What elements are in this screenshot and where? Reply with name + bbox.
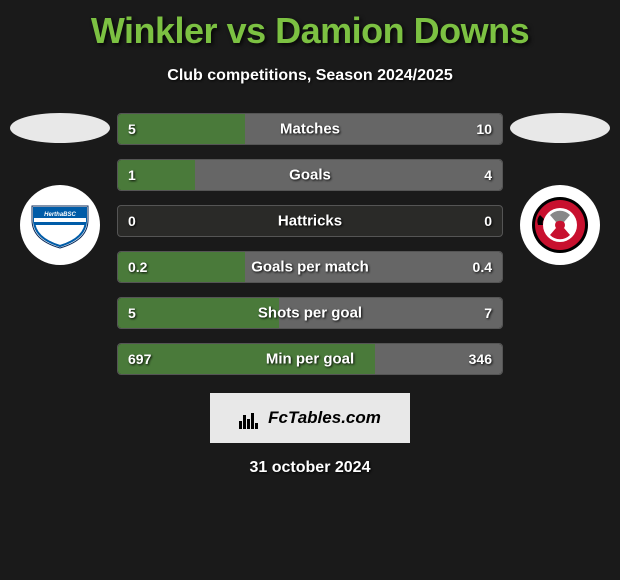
chart-icon	[239, 409, 265, 427]
stat-label: Shots per goal	[258, 305, 362, 322]
stat-row: 5 Shots per goal 7	[117, 297, 503, 329]
player-right-column	[505, 113, 615, 265]
stat-value-right: 346	[469, 351, 492, 367]
player-silhouette-left	[10, 113, 110, 143]
stat-value-right: 0	[484, 213, 492, 229]
stat-value-left: 0	[128, 213, 136, 229]
player-silhouette-right	[510, 113, 610, 143]
bar-fill-right	[195, 160, 502, 190]
stat-value-left: 697	[128, 351, 151, 367]
stat-value-left: 0.2	[128, 259, 147, 275]
subtitle: Club competitions, Season 2024/2025	[0, 67, 620, 85]
bar-fill-left	[118, 298, 279, 328]
stat-label: Hattricks	[278, 213, 342, 230]
stat-label: Goals	[289, 167, 331, 184]
stat-label: Goals per match	[251, 259, 369, 276]
stat-label: Min per goal	[266, 351, 354, 368]
stat-row: 0.2 Goals per match 0.4	[117, 251, 503, 283]
stat-value-right: 10	[476, 121, 492, 137]
stat-value-left: 1	[128, 167, 136, 183]
club-badge-right	[520, 185, 600, 265]
fctables-banner: FcTables.com	[210, 393, 410, 443]
date-label: 31 october 2024	[0, 459, 620, 477]
stat-value-right: 0.4	[473, 259, 492, 275]
svg-text:HerthaBSC: HerthaBSC	[44, 212, 76, 218]
comparison-container: HerthaBSC 5 Matches 10 1 Goals 4 0 Hattricks 0 0.…	[0, 113, 620, 389]
player-left-column: HerthaBSC	[5, 113, 115, 265]
stat-row: 1 Goals 4	[117, 159, 503, 191]
stat-value-left: 5	[128, 121, 136, 137]
club-badge-left: HerthaBSC	[20, 185, 100, 265]
stat-row: 697 Min per goal 346	[117, 343, 503, 375]
banner-text: FcTables.com	[268, 408, 381, 428]
page-title: Winkler vs Damion Downs	[0, 0, 620, 52]
stats-bars: 5 Matches 10 1 Goals 4 0 Hattricks 0 0.2 Goals per…	[115, 113, 505, 389]
bar-fill-left	[118, 114, 245, 144]
stat-row: 5 Matches 10	[117, 113, 503, 145]
stat-row: 0 Hattricks 0	[117, 205, 503, 237]
stat-value-right: 4	[484, 167, 492, 183]
stat-value-left: 5	[128, 305, 136, 321]
stat-value-right: 7	[484, 305, 492, 321]
stat-label: Matches	[280, 121, 340, 138]
